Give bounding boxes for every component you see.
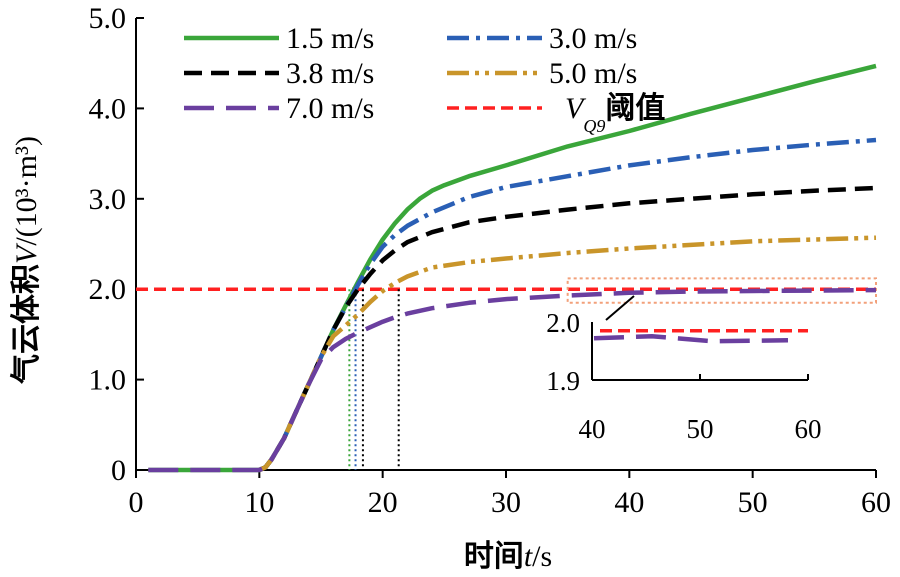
- inset-plot: 40 50 60 2.0 1.9: [546, 295, 822, 444]
- y-tick-label: 0: [111, 454, 126, 487]
- main-plot: 0 10 20 30 40 50 60 0 1.0 2.0 3.0 4.0 5.0: [89, 2, 892, 519]
- x-tick-label: 60: [861, 486, 891, 519]
- y-tick-label: 5.0: [89, 2, 127, 35]
- series-line: [258, 235, 877, 473]
- x-tick-label: 20: [368, 486, 398, 519]
- y-axis-title: 气云体积V/(10³·m³): [9, 136, 44, 384]
- legend-label: 7.0 m/s: [286, 92, 374, 125]
- inset-x-tick-label: 60: [795, 414, 822, 444]
- series-line: [148, 287, 877, 473]
- series-line: [258, 137, 877, 473]
- x-tick-label: 30: [491, 486, 521, 519]
- inset-x-tick-label: 40: [579, 414, 606, 444]
- x-tick-label: 40: [614, 486, 644, 519]
- x-tick-label: 50: [738, 486, 768, 519]
- y-tick-label: 2.0: [89, 273, 127, 306]
- legend-label: VQ9阈值: [565, 91, 665, 136]
- inset-series-line: [593, 333, 789, 344]
- inset-y-tick-label: 1.9: [546, 366, 580, 396]
- series-line: [148, 63, 877, 473]
- inset-pointer: [605, 295, 635, 321]
- inset-y-tick-label: 2.0: [546, 308, 580, 338]
- x-axis-title: 时间t/s: [464, 539, 552, 574]
- legend-label: 1.5 m/s: [286, 22, 374, 55]
- legend-label: 3.8 m/s: [286, 57, 374, 90]
- y-tick-label: 3.0: [89, 183, 127, 216]
- y-tick-label: 1.0: [89, 364, 127, 397]
- x-tick-label: 10: [244, 486, 274, 519]
- y-tick-label: 4.0: [89, 92, 127, 125]
- legend: 1.5 m/s 3.0 m/s 3.8 m/s 5.0 m/s 7.0 m/s VQ9阈值: [184, 22, 665, 136]
- legend-label: 3.0 m/s: [549, 22, 637, 55]
- x-tick-label: 0: [129, 486, 144, 519]
- legend-label: 5.0 m/s: [549, 57, 637, 90]
- inset-x-tick-label: 50: [687, 414, 714, 444]
